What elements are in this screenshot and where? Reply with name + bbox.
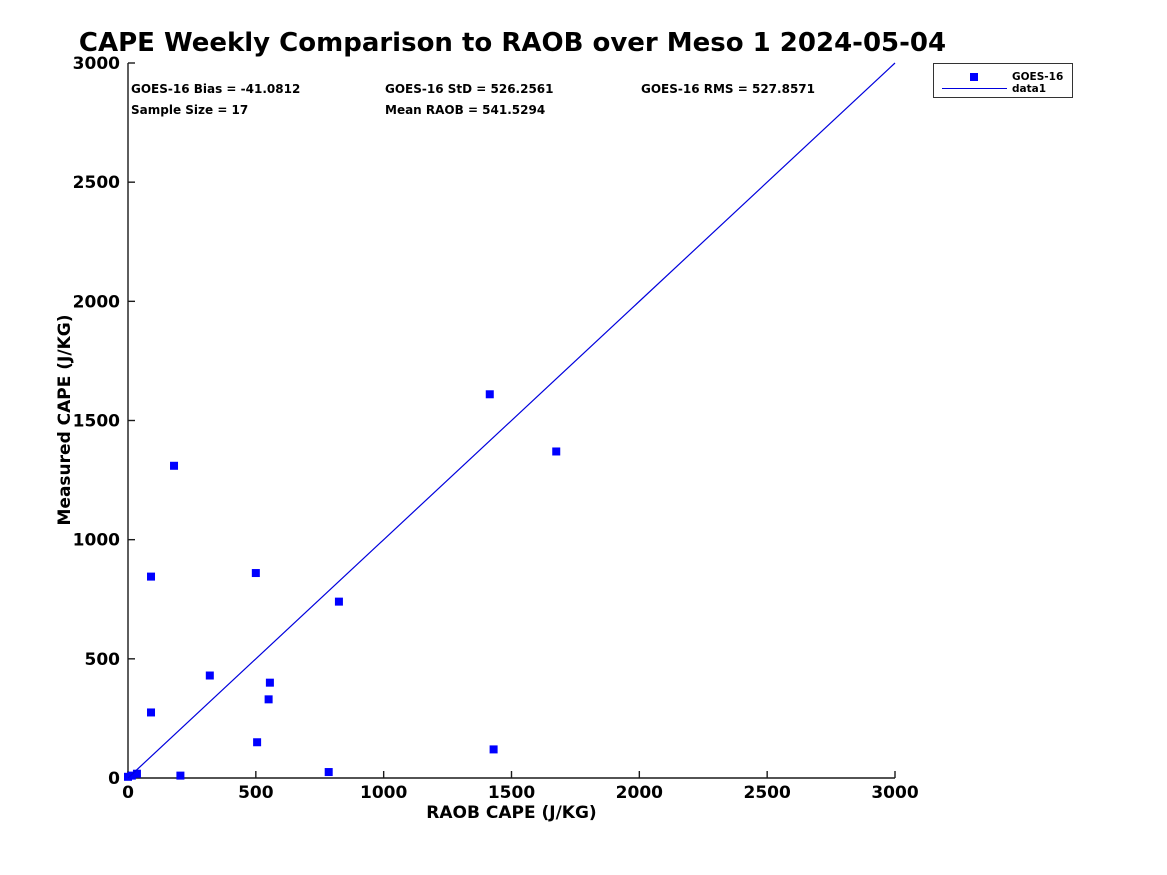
y-tick-label: 0	[108, 769, 120, 789]
stat-std: GOES-16 StD = 526.2561	[385, 82, 554, 96]
stat-bias: GOES-16 Bias = -41.0812	[131, 82, 301, 96]
y-tick-label: 1500	[73, 412, 120, 432]
scatter-point	[265, 678, 274, 687]
x-tick-label: 2000	[616, 783, 663, 803]
scatter-point	[176, 771, 185, 780]
y-tick-label: 3000	[73, 54, 120, 74]
scatter-point	[127, 771, 136, 780]
scatter-point	[253, 738, 262, 747]
x-tick-label: 1500	[488, 783, 535, 803]
scatter-point	[489, 745, 498, 754]
y-tick-label: 2500	[73, 173, 120, 193]
legend-box: GOES-16 data1	[933, 63, 1073, 98]
scatter-point	[205, 671, 214, 680]
legend-square-marker-icon	[970, 73, 978, 81]
y-axis-label: Measured CAPE (J/KG)	[55, 314, 75, 526]
stat-mean-raob: Mean RAOB = 541.5294	[385, 103, 546, 117]
scatter-point	[334, 597, 343, 606]
x-tick-label: 0	[122, 783, 134, 803]
legend-label-goes16: GOES-16	[1012, 71, 1064, 83]
scatter-point	[132, 769, 141, 778]
scatter-point	[147, 708, 156, 717]
x-tick-label: 500	[238, 783, 274, 803]
x-tick-label: 2500	[744, 783, 791, 803]
scatter-point	[251, 569, 260, 578]
legend-line-sample-icon	[942, 88, 1007, 89]
scatter-point	[170, 461, 179, 470]
scatter-point	[264, 695, 273, 704]
stat-rms: GOES-16 RMS = 527.8571	[641, 82, 815, 96]
legend-label-data1: data1	[1012, 83, 1047, 95]
scatter-point	[552, 447, 561, 456]
scatter-point	[147, 572, 156, 581]
y-tick-label: 1000	[73, 531, 120, 551]
y-tick-label: 500	[85, 650, 121, 670]
x-tick-label: 1000	[360, 783, 407, 803]
identity-line	[127, 62, 896, 779]
stat-sample-size: Sample Size = 17	[131, 103, 249, 117]
x-tick-label: 3000	[871, 783, 918, 803]
chart-title: CAPE Weekly Comparison to RAOB over Meso…	[78, 28, 947, 58]
scatter-point	[485, 390, 494, 399]
x-axis-label: RAOB CAPE (J/KG)	[426, 803, 597, 823]
scatter-point	[324, 768, 333, 777]
y-tick-label: 2000	[73, 292, 120, 312]
